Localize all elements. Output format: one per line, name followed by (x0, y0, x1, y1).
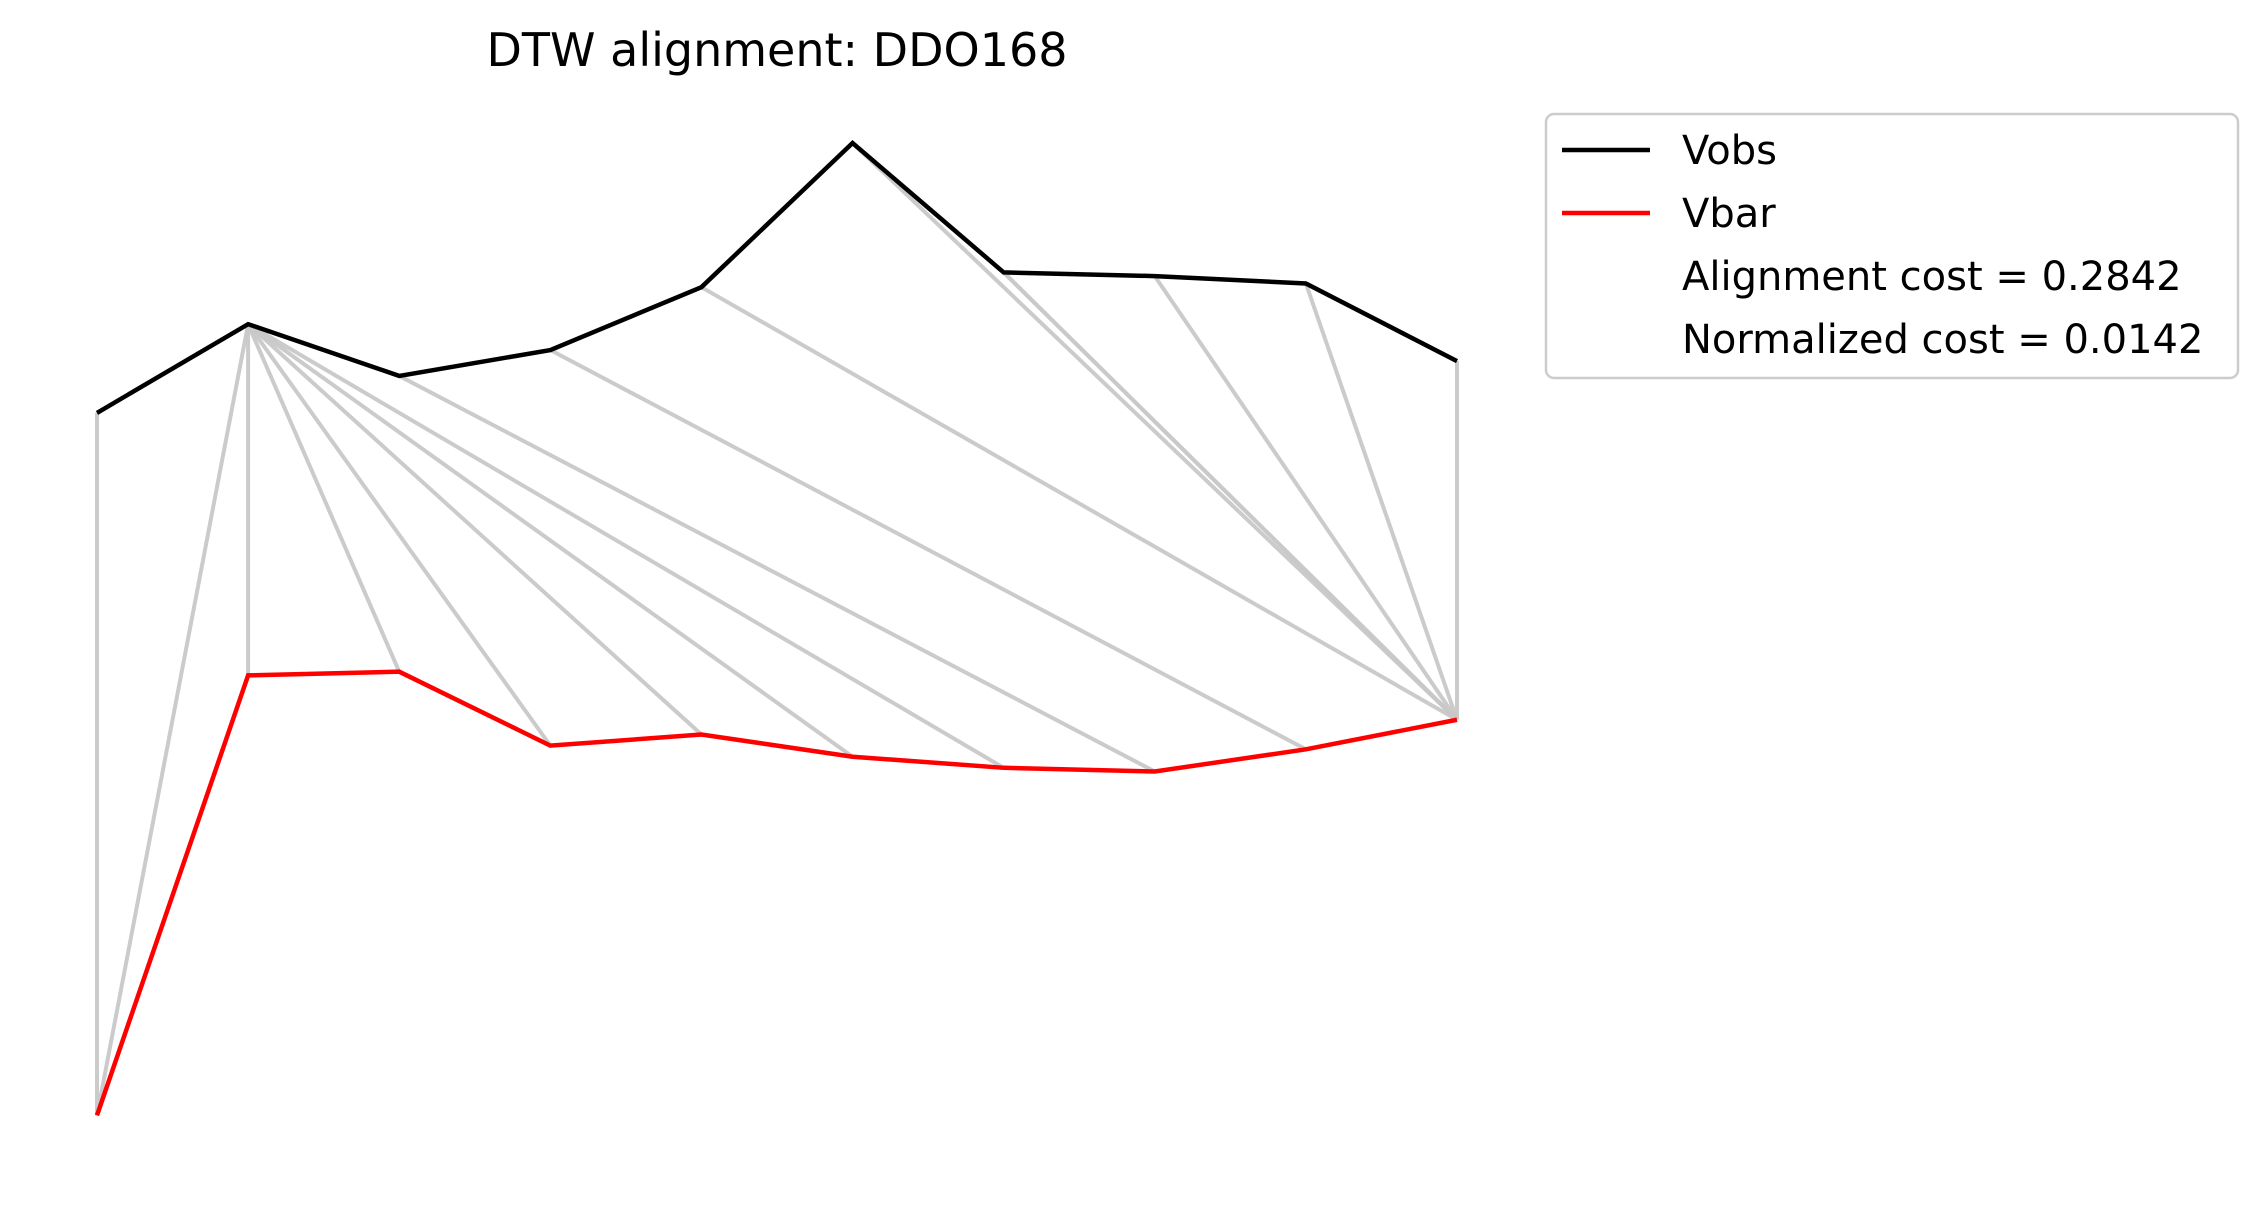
alignment-line (246, 323, 402, 673)
alignment-line (1002, 270, 1459, 722)
alignment-line (398, 374, 1156, 774)
alignment-line (700, 285, 1458, 722)
chart-title: DTW alignment: DDO168 (487, 23, 1068, 77)
alignment-line (851, 141, 1459, 722)
alignment-lines (95, 141, 1459, 1116)
legend-label: Vobs (1682, 128, 1777, 174)
legend-label: Normalized cost = 0.0142 (1682, 317, 2203, 363)
alignment-line (246, 322, 854, 759)
series-lines (94, 139, 1459, 1117)
series-line-vbar (94, 669, 1458, 1117)
alignment-line (1153, 274, 1459, 721)
legend-label: Alignment cost = 0.2842 (1682, 254, 2182, 300)
series-line-vobs (95, 139, 1459, 415)
alignment-line (95, 323, 251, 1116)
alignment-line (549, 348, 1307, 752)
alignment-line (1303, 282, 1459, 721)
alignment-line (247, 322, 1005, 770)
legend: Vobs Vbar Alignment cost = 0.2842 Normalize… (1544, 112, 2240, 380)
legend-label: Vbar (1682, 191, 1776, 237)
alignment-line (246, 322, 552, 747)
alignment-line (246, 322, 703, 737)
legend-frame (1544, 112, 2240, 380)
